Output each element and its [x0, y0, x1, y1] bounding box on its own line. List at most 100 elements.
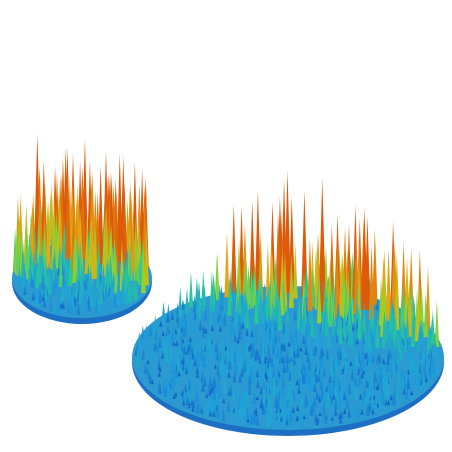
spike: [297, 357, 302, 378]
spike: [412, 354, 417, 375]
spike: [241, 321, 245, 329]
spike: [337, 393, 342, 410]
spike: [360, 372, 364, 379]
spike: [210, 339, 215, 359]
spike: [326, 385, 331, 408]
spike: [53, 272, 58, 289]
spike: [170, 357, 175, 374]
spike: [381, 357, 386, 365]
spike: [334, 243, 341, 318]
spike: [394, 380, 399, 402]
spike: [288, 253, 294, 308]
spike: [155, 338, 159, 353]
spike: [367, 349, 372, 368]
spike: [272, 373, 277, 395]
spike: [170, 375, 175, 391]
spike: [17, 267, 22, 286]
spike: [250, 328, 254, 338]
spike: [378, 389, 383, 409]
spike: [339, 381, 344, 400]
spike: [203, 352, 208, 369]
spike: [304, 318, 309, 335]
spike: [201, 382, 205, 393]
spike: [395, 345, 400, 366]
spike: [191, 405, 195, 412]
spike: [371, 408, 375, 415]
spike: [324, 309, 329, 337]
spike: [42, 182, 48, 263]
spike: [369, 298, 374, 333]
spike: [295, 414, 299, 422]
spike: [182, 385, 187, 403]
spike: [368, 331, 372, 354]
spike: [386, 399, 391, 405]
spike: [363, 350, 368, 360]
spike: [315, 389, 319, 400]
spike: [255, 396, 260, 401]
spike: [367, 378, 372, 398]
spike: [313, 314, 318, 338]
spike: [331, 310, 336, 336]
spike: [259, 315, 264, 336]
spike: [308, 325, 312, 346]
spike: [326, 323, 331, 348]
spike: [315, 324, 320, 345]
spike: [250, 351, 255, 372]
spike: [250, 363, 255, 381]
spike: [200, 329, 205, 350]
spike: [45, 204, 51, 269]
spike: [61, 301, 66, 310]
spike: [218, 307, 223, 324]
spike: [342, 390, 347, 401]
spike: [52, 279, 56, 296]
spike: [246, 264, 251, 310]
spike: [245, 356, 250, 377]
spike: [421, 366, 426, 387]
spike: [284, 170, 291, 294]
spike: [127, 241, 133, 282]
spike: [369, 349, 374, 365]
spike: [376, 354, 380, 365]
spike: [248, 311, 252, 333]
spike: [357, 371, 362, 387]
spike: [391, 358, 396, 378]
spike: [339, 368, 344, 389]
spike: [418, 362, 422, 374]
spike: [212, 409, 216, 418]
spike: [210, 323, 215, 332]
spike: [286, 380, 291, 401]
spike: [292, 340, 296, 357]
spike: [253, 350, 258, 361]
spike: [137, 330, 142, 350]
spike: [267, 357, 272, 378]
spike: [301, 351, 306, 369]
spike: [313, 344, 317, 357]
spike: [282, 406, 286, 427]
spike: [338, 350, 343, 361]
spike: [416, 331, 421, 354]
spike: [201, 285, 206, 312]
spike: [279, 416, 284, 422]
spike: [215, 403, 220, 418]
spike: [170, 330, 175, 345]
spike: [302, 414, 306, 420]
spike: [154, 326, 158, 341]
spike: [217, 283, 222, 305]
spike: [73, 296, 78, 307]
spike: [227, 386, 232, 397]
spike: [227, 279, 232, 316]
spike: [285, 351, 290, 364]
spike: [356, 403, 361, 419]
spike: [359, 357, 363, 373]
spike: [256, 378, 260, 388]
spike: [24, 237, 30, 280]
spike: [131, 267, 136, 297]
spike: [328, 378, 333, 395]
spike: [360, 350, 365, 367]
spike: [227, 358, 232, 370]
spike: [276, 405, 281, 426]
spike: [316, 372, 321, 382]
spike: [218, 325, 223, 332]
spike: [391, 245, 397, 316]
